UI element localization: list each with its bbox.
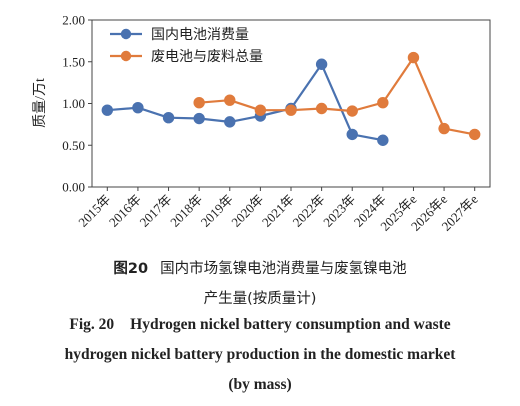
series-line-1 — [107, 63, 384, 142]
y-axis-label: 质量/万t — [32, 78, 48, 128]
figure-number-zh: 图20 — [113, 261, 149, 277]
legend-label-2: 废电池与废料总量 — [151, 49, 263, 65]
figure-caption-zh: 图20 国内市场氢镍电池消费量与废氢镍电池 — [0, 257, 520, 278]
series-1-point — [346, 128, 358, 141]
x-tick-label: 2015年 — [75, 192, 113, 230]
series-2-point — [193, 96, 205, 109]
x-tick-label: 2018年 — [167, 192, 205, 230]
x-tick-label: 2020年 — [228, 192, 266, 230]
x-tick-label: 2019年 — [198, 192, 236, 230]
x-tick-label: 2023年 — [320, 192, 358, 230]
caption-en-line3: (by mass) — [228, 376, 292, 393]
series-2-point — [346, 105, 358, 117]
series-2-point — [285, 104, 297, 116]
caption-en-line2: hydrogen nickel battery production in th… — [64, 346, 456, 363]
y-tick-label: 0.00 — [62, 180, 85, 195]
caption-zh-line2: 产生量(按质量计) — [203, 291, 317, 307]
series-2-point — [315, 102, 328, 115]
series-1-point — [377, 134, 389, 146]
y-tick-label: 0.50 — [62, 138, 85, 153]
x-tick-label: 2021年 — [259, 192, 297, 230]
series-line-2 — [199, 56, 475, 136]
series-1-point — [101, 104, 114, 116]
series-2-point — [438, 122, 450, 135]
x-tick-label: 2022年 — [290, 192, 328, 230]
chart-series — [101, 51, 481, 146]
caption-en-line1: Hydrogen nickel battery consumption and … — [130, 316, 451, 333]
x-tick-label: 2017年 — [136, 192, 174, 230]
series-2-point — [377, 96, 389, 109]
series-1-point — [224, 116, 236, 128]
y-tick-label: 2.00 — [62, 13, 85, 28]
series-1-point — [132, 101, 144, 114]
figure-number-en: Fig. 20 — [69, 316, 115, 333]
series-2-point — [407, 51, 420, 64]
series-2-point — [254, 104, 267, 116]
y-tick-label: 1.00 — [62, 96, 85, 111]
series-1-point — [315, 58, 328, 70]
series-2-point — [468, 128, 481, 141]
x-tick-label: 2016年 — [106, 192, 144, 230]
legend-marker-1 — [120, 28, 132, 40]
series-2-point — [224, 94, 236, 106]
figure-caption-en: Fig. 20 Hydrogen nickel battery consumpti… — [0, 316, 520, 334]
caption-zh-line1: 国内市场氢镍电池消费量与废氢镍电池 — [160, 261, 407, 277]
series-1-point — [193, 112, 205, 125]
series-1-point — [162, 111, 175, 124]
chart-axes: 0.00 0.50 1.00 1.50 2.00 2015年2016年2017年2018年… — [62, 13, 491, 234]
legend-label-1: 国内电池消费量 — [151, 27, 249, 43]
legend-marker-2 — [120, 50, 132, 62]
y-tick-label: 1.50 — [62, 54, 85, 69]
